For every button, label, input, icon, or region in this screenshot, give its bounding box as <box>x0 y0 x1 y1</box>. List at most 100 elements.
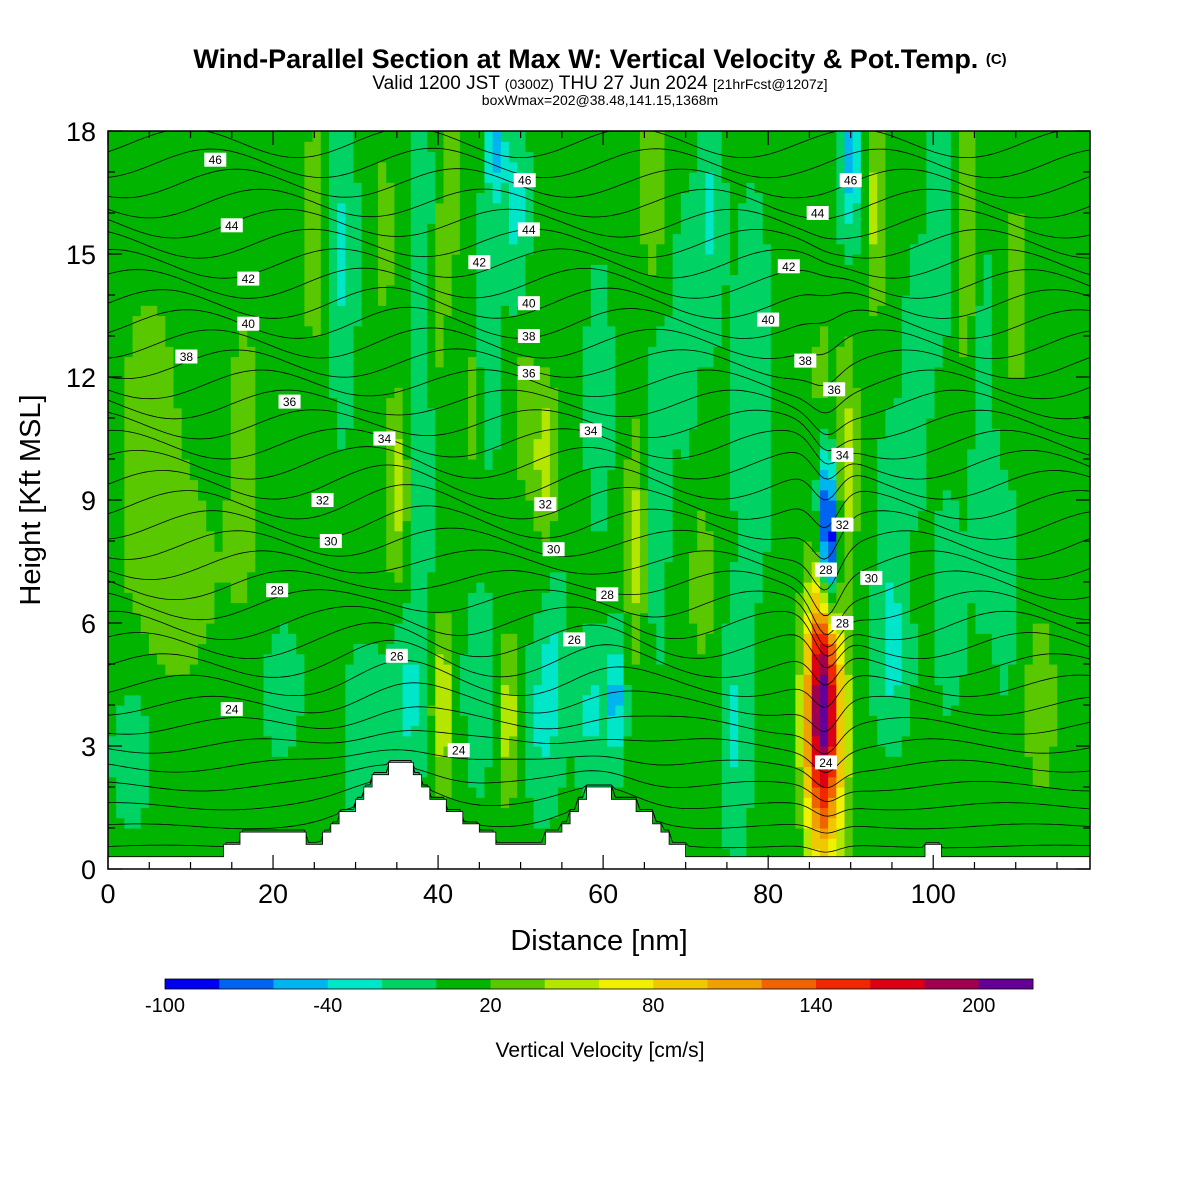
velocity-cell <box>353 336 412 347</box>
velocity-cell <box>885 284 911 296</box>
velocity-cell <box>1057 684 1090 696</box>
velocity-cell <box>607 500 625 511</box>
velocity-cell <box>615 366 649 378</box>
velocity-cell <box>402 684 420 696</box>
velocity-cell <box>770 366 813 378</box>
velocity-cell <box>353 366 412 378</box>
velocity-cell <box>574 766 625 778</box>
velocity-cell <box>631 428 641 440</box>
velocity-cell <box>214 530 224 542</box>
velocity-cell <box>959 684 1001 696</box>
velocity-cell <box>394 243 412 255</box>
velocity-cell <box>869 582 887 593</box>
velocity-cell <box>345 428 387 440</box>
velocity-cell <box>623 612 633 624</box>
velocity-cell <box>721 141 837 153</box>
velocity-cell <box>337 233 346 245</box>
velocity-cell <box>836 776 846 788</box>
velocity-cell <box>885 254 911 265</box>
velocity-cell <box>607 674 625 686</box>
contour-label-box <box>542 542 565 557</box>
velocity-cell <box>108 684 265 696</box>
velocity-cell <box>770 479 813 491</box>
velocity-cell <box>435 541 625 552</box>
velocity-cell <box>959 520 968 532</box>
velocity-cell <box>541 602 567 614</box>
velocity-cell <box>738 530 772 542</box>
velocity-cell <box>410 500 436 511</box>
velocity-cell <box>729 377 772 388</box>
velocity-cell <box>582 387 616 399</box>
velocity-cell <box>263 674 305 686</box>
velocity-cell <box>795 746 805 757</box>
theta-contour-line <box>108 484 1090 529</box>
theta-contour-line <box>108 306 1090 339</box>
velocity-cell <box>844 807 854 819</box>
velocity-cell <box>378 264 396 276</box>
velocity-cell <box>410 530 436 542</box>
velocity-cell <box>918 623 936 634</box>
velocity-cell <box>811 828 821 839</box>
velocity-cell <box>394 520 404 532</box>
velocity-cell <box>386 551 404 563</box>
velocity-cell <box>173 366 232 378</box>
velocity-cell <box>942 694 960 706</box>
velocity-cell <box>443 325 477 337</box>
velocity-cell <box>909 612 936 624</box>
velocity-cell <box>909 541 936 552</box>
velocity-cell <box>468 592 494 604</box>
velocity-cell <box>222 510 256 522</box>
velocity-cell <box>558 407 584 419</box>
velocity-cell <box>476 397 486 409</box>
velocity-cell <box>140 705 265 716</box>
velocity-cell <box>410 571 428 583</box>
velocity-cell <box>770 336 821 347</box>
velocity-cell <box>631 530 641 542</box>
velocity-cell <box>836 746 846 757</box>
velocity-cell <box>435 213 461 224</box>
velocity-cell <box>418 674 428 686</box>
velocity-cell <box>378 643 387 655</box>
velocity-cell <box>729 418 772 429</box>
velocity-cell <box>124 510 207 522</box>
velocity-cell <box>975 141 1090 153</box>
velocity-cell <box>206 500 224 511</box>
velocity-cell <box>852 530 878 542</box>
velocity-cell <box>435 776 453 788</box>
velocity-cell <box>427 387 469 399</box>
velocity-cell <box>1057 674 1090 686</box>
y-tick-label: 12 <box>66 363 96 393</box>
velocity-cell <box>631 510 641 522</box>
velocity-cell <box>1008 264 1026 276</box>
velocity-cell <box>435 500 535 511</box>
velocity-cell <box>353 131 412 142</box>
velocity-cell <box>558 459 584 470</box>
velocity-cell <box>230 438 256 450</box>
velocity-cell <box>468 428 477 440</box>
velocity-cell <box>975 202 1090 214</box>
colorbar-tick-label: 200 <box>962 995 995 1017</box>
velocity-cell <box>468 725 494 737</box>
contour-label-text: 44 <box>225 219 239 233</box>
velocity-cell <box>950 274 960 286</box>
velocity-cell <box>410 264 428 276</box>
velocity-cell <box>108 418 125 429</box>
velocity-cell <box>566 612 608 624</box>
velocity-cell <box>705 182 715 194</box>
velocity-cell <box>819 653 829 665</box>
velocity-cell <box>901 602 911 614</box>
velocity-cell <box>443 172 461 183</box>
velocity-cell <box>631 448 641 460</box>
contour-label-box <box>517 222 540 237</box>
velocity-cell <box>443 346 477 358</box>
velocity-cell <box>492 161 502 173</box>
velocity-cell <box>934 582 1017 593</box>
velocity-cell <box>648 510 674 522</box>
velocity-cell <box>901 336 944 347</box>
velocity-cell <box>533 520 551 532</box>
velocity-cell <box>615 346 649 358</box>
velocity-cell <box>517 161 535 173</box>
y-tick-label: 15 <box>66 240 96 270</box>
velocity-cell <box>533 510 559 522</box>
velocity-cell <box>435 633 453 645</box>
